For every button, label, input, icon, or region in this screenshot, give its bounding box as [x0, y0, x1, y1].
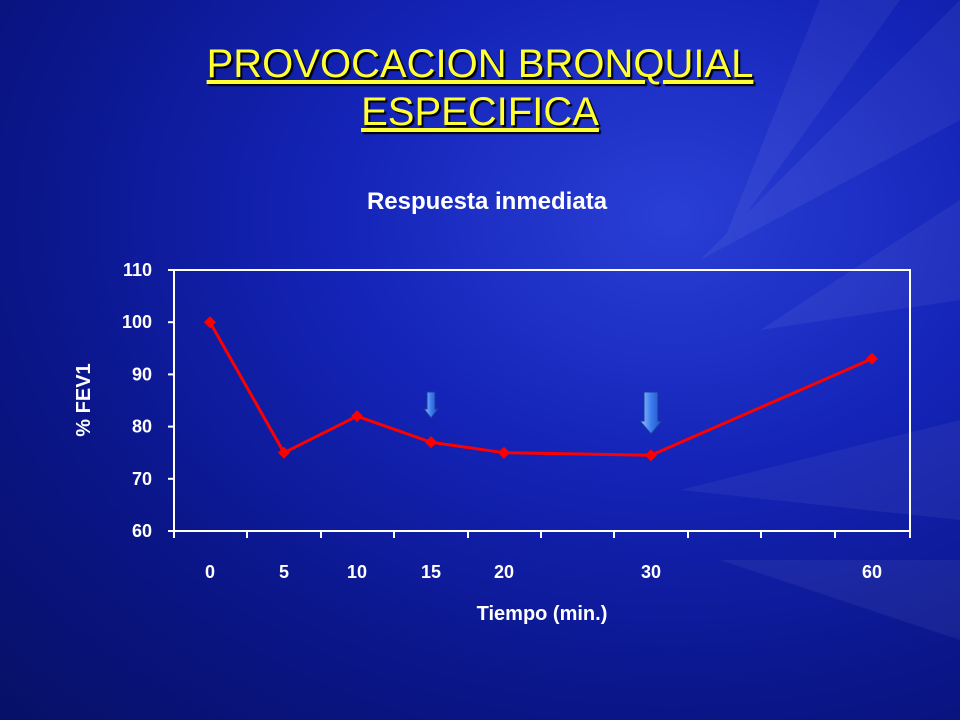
data-point-marker — [498, 446, 510, 459]
data-point-marker — [425, 436, 437, 449]
y-axis: 60 70 80 90 100 110 — [122, 260, 174, 541]
annotation-layer — [422, 391, 664, 435]
series-line — [208, 321, 873, 457]
y-tick-label: 110 — [123, 260, 152, 280]
slide-title-line1: PROVOCACION BRONQUIAL — [206, 42, 754, 86]
down-arrow-icon — [422, 391, 440, 419]
chart-title: Respuesta inmediata — [367, 188, 608, 215]
y-tick-label: 60 — [132, 521, 152, 541]
y-tick-label: 90 — [132, 364, 152, 384]
data-point-marker — [645, 449, 657, 462]
down-arrow-icon — [638, 391, 664, 435]
plot-area — [173, 269, 911, 532]
data-point-marker — [278, 446, 290, 459]
x-tick-label: 15 — [421, 562, 441, 582]
x-tick-label: 60 — [862, 562, 882, 582]
x-tick-label: 5 — [279, 562, 289, 582]
data-point-marker — [866, 352, 878, 365]
x-tick-label: 0 — [205, 562, 215, 582]
data-point-marker — [204, 316, 216, 329]
slide-title: PROVOCACION BRONQUIAL ESPECIFICA — [0, 40, 960, 136]
y-tick-label: 100 — [122, 312, 152, 332]
slide-title-line2: ESPECIFICA — [361, 90, 599, 134]
x-axis: 0 5 10 15 20 30 60 — [173, 531, 911, 582]
x-tick-label: 20 — [494, 562, 514, 582]
data-point-marker — [351, 410, 363, 423]
y-axis-label: % FEV1 — [73, 363, 95, 436]
y-tick-label: 80 — [132, 417, 152, 437]
series-layer — [204, 316, 878, 462]
x-axis-label: Tiempo (min.) — [477, 603, 608, 625]
y-tick-label: 70 — [132, 469, 152, 489]
x-tick-label: 10 — [347, 562, 367, 582]
x-tick-label: 30 — [641, 562, 661, 582]
